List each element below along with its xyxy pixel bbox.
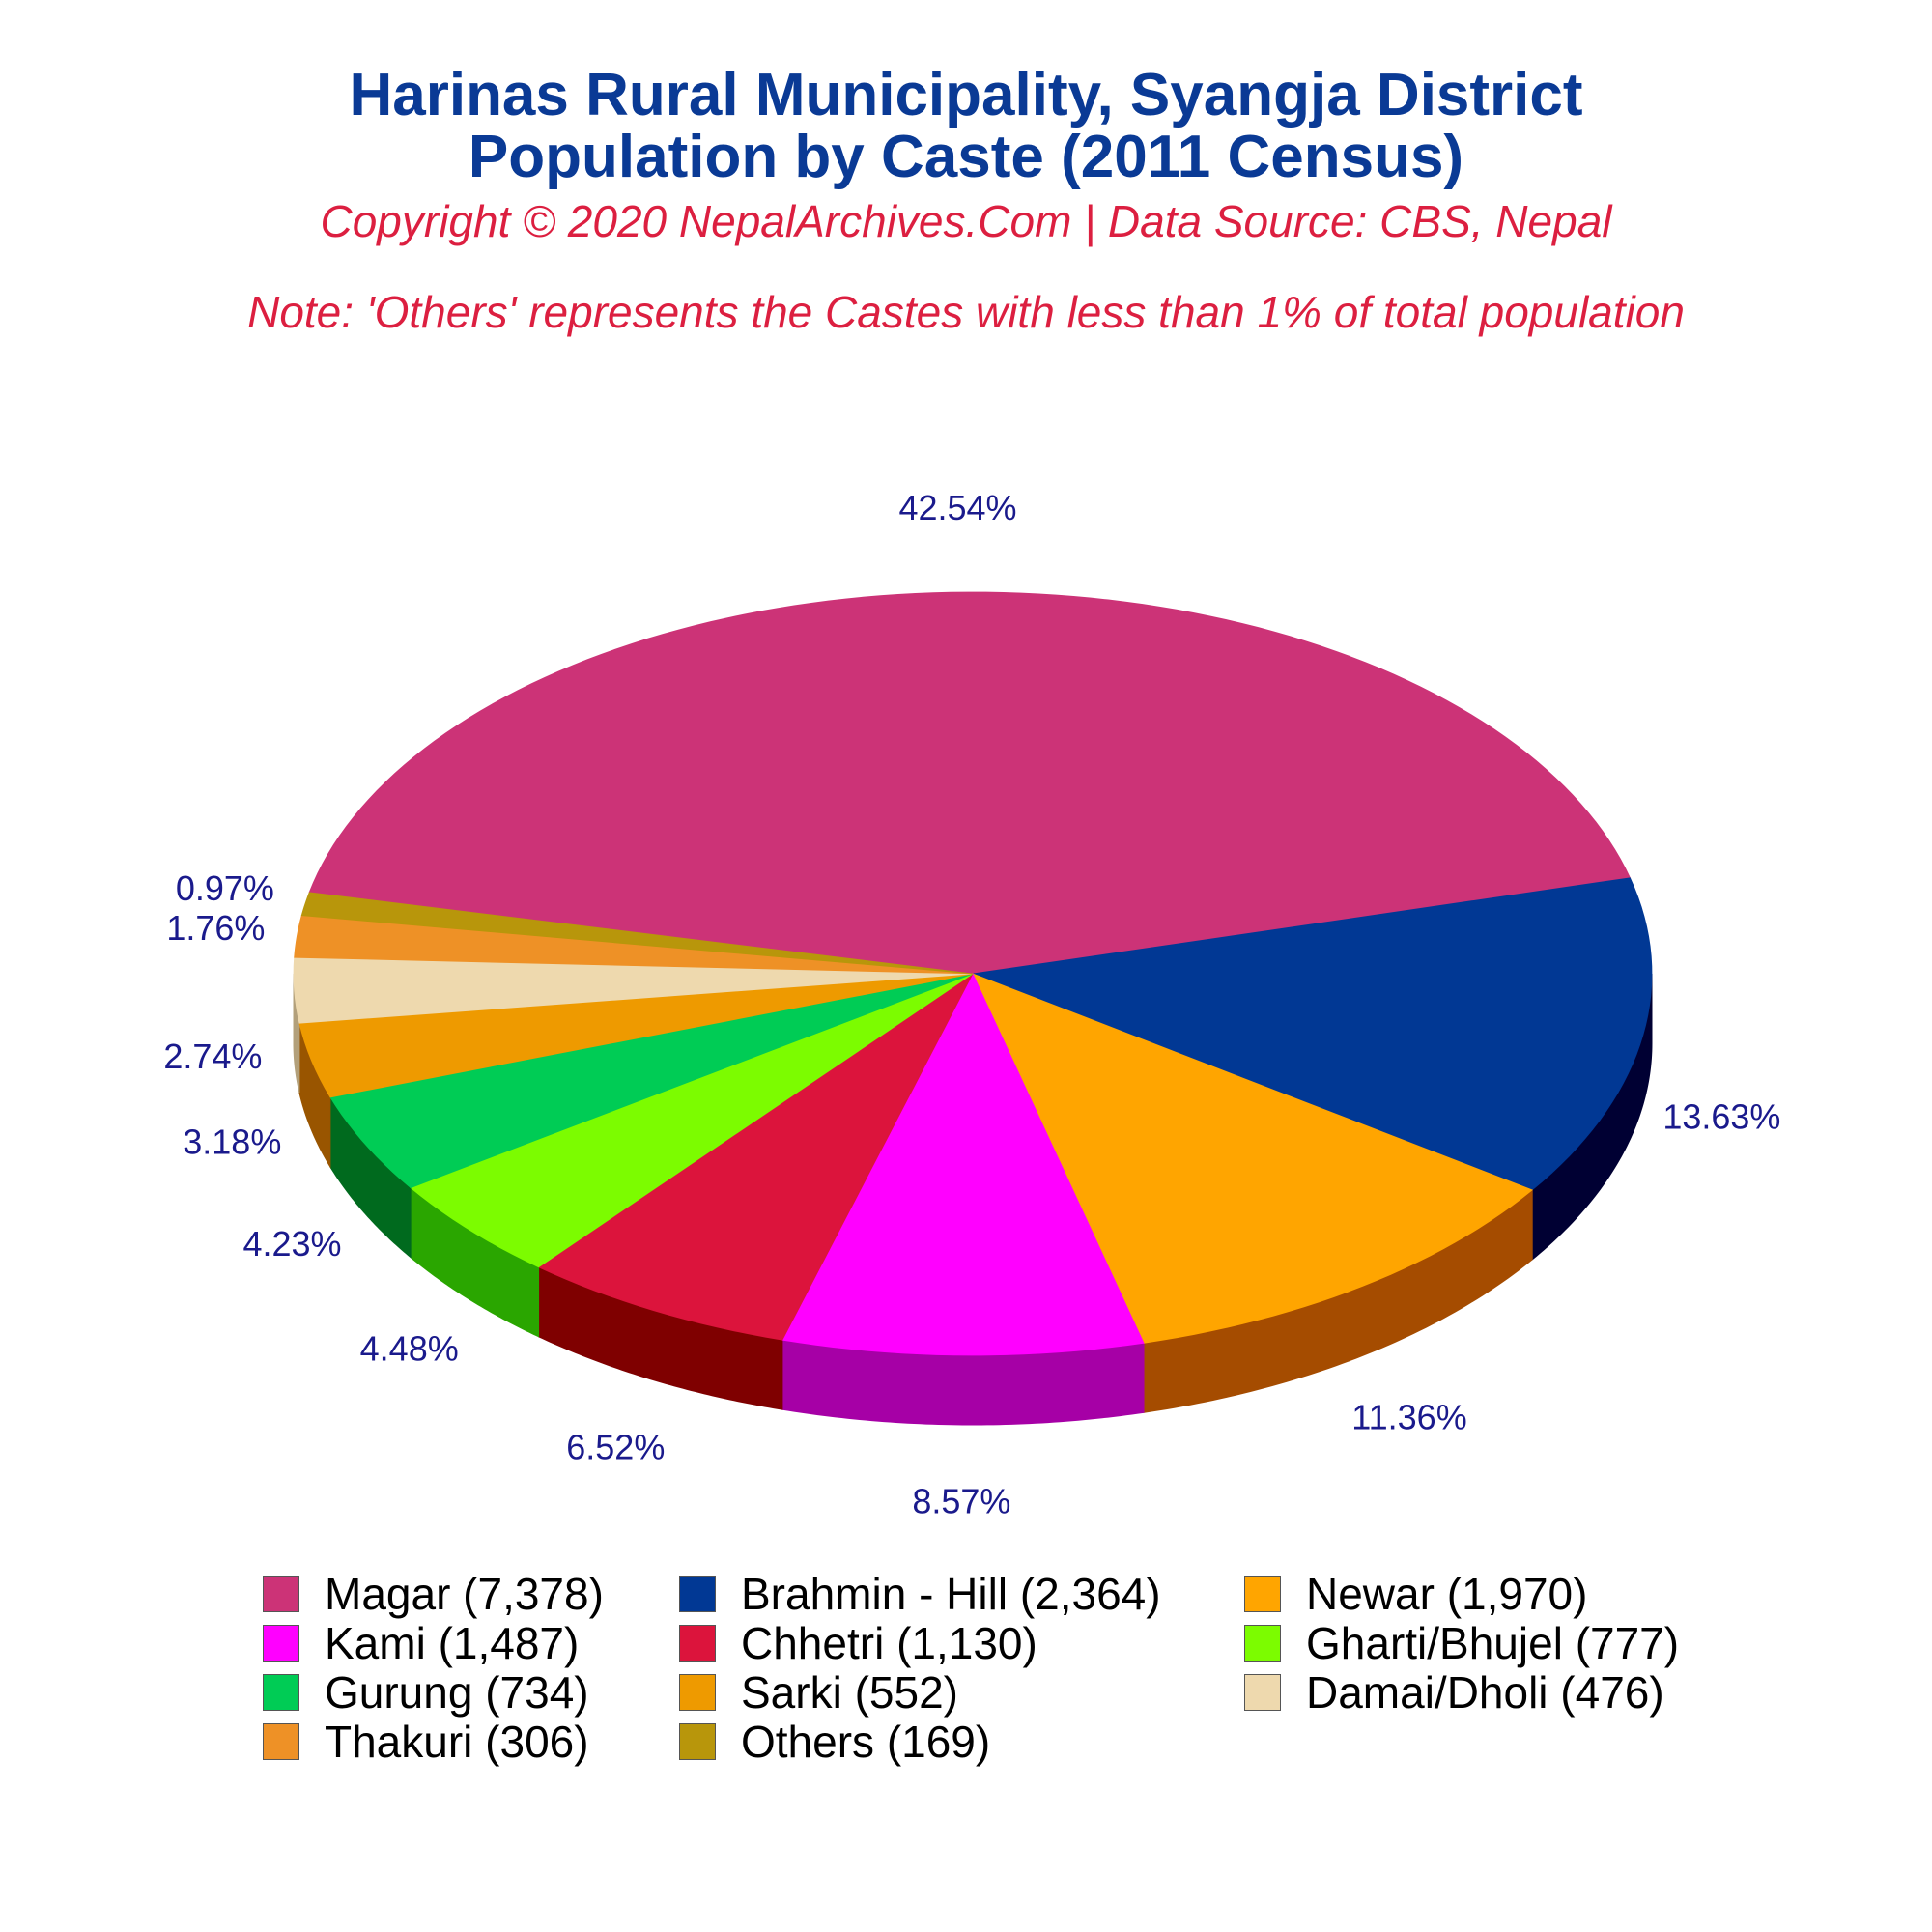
pct-label-0: 42.54% (898, 488, 1016, 527)
legend-swatch (263, 1625, 299, 1662)
pie-slice-2 (972, 973, 1534, 1344)
legend-swatch (263, 1723, 299, 1760)
legend-swatch (679, 1723, 716, 1760)
pct-label-4: 6.52% (566, 1427, 665, 1466)
legend-label: Thakuri (306) (325, 1717, 589, 1767)
chart-subtitle: Copyright © 2020 NepalArchives.Com | Dat… (320, 196, 1612, 246)
pie-slice-0 (308, 591, 1632, 975)
legend-swatch (1244, 1625, 1281, 1662)
legend-label: Sarki (552) (741, 1667, 958, 1718)
chart-title-line1: Harinas Rural Municipality, Syangja Dist… (349, 62, 1583, 128)
pie-slice-4 (537, 973, 974, 1341)
legend-swatch (263, 1674, 299, 1711)
legend-swatch (679, 1674, 716, 1711)
legend-label: Gurung (734) (325, 1667, 589, 1718)
legend-item: Others (169) (679, 1717, 990, 1767)
legend-label: Gharti/Bhujel (777) (1306, 1618, 1680, 1668)
legend-swatch (1244, 1674, 1281, 1711)
pie-slice-6 (329, 973, 974, 1189)
legend-item: Thakuri (306) (263, 1717, 589, 1767)
legend-swatch (679, 1576, 716, 1612)
chart-note: Note: 'Others' represents the Castes wit… (247, 287, 1685, 337)
pie-slice-7 (298, 973, 974, 1098)
pie-slice-1 (971, 877, 1653, 1191)
pct-label-10: 0.97% (176, 868, 274, 908)
legend-item: Gharti/Bhujel (777) (1244, 1618, 1679, 1668)
legend-swatch (263, 1576, 299, 1612)
pct-label-3: 8.57% (912, 1482, 1010, 1521)
legend-label: Damai/Dholi (476) (1306, 1667, 1664, 1718)
pie-slice-3 (781, 973, 1145, 1356)
legend-item: Magar (7,378) (263, 1569, 604, 1619)
legend-label: Newar (1,970) (1306, 1569, 1588, 1619)
legend-label: Magar (7,378) (325, 1569, 604, 1619)
legend-item: Newar (1,970) (1244, 1569, 1587, 1619)
legend-item: Sarki (552) (679, 1667, 958, 1718)
legend-label: Kami (1,487) (325, 1618, 580, 1668)
pct-label-7: 3.18% (183, 1122, 281, 1162)
legend-item: Damai/Dholi (476) (1244, 1667, 1664, 1718)
pct-label-8: 2.74% (163, 1037, 262, 1076)
legend-label: Brahmin - Hill (2,364) (741, 1569, 1161, 1619)
legend-item: Gurung (734) (263, 1667, 589, 1718)
legend-label: Chhetri (1,130) (741, 1618, 1037, 1668)
pct-label-2: 11.36% (1351, 1397, 1466, 1436)
pct-label-6: 4.23% (242, 1224, 341, 1264)
legend-item: Brahmin - Hill (2,364) (679, 1569, 1161, 1619)
pct-label-1: 13.63% (1662, 1096, 1780, 1136)
pct-label-9: 1.76% (166, 908, 265, 948)
legend-item: Chhetri (1,130) (679, 1618, 1037, 1668)
pct-label-5: 4.48% (360, 1329, 459, 1369)
pie-slice-10 (300, 892, 974, 975)
pie-slice-8 (293, 956, 974, 1024)
legend-item: Kami (1,487) (263, 1618, 579, 1668)
chart-title-line2: Population by Caste (2011 Census) (468, 124, 1464, 190)
pie-slice-5 (410, 973, 974, 1268)
legend-swatch (679, 1625, 716, 1662)
legend-swatch (1244, 1576, 1281, 1612)
legend-label: Others (169) (741, 1717, 991, 1767)
